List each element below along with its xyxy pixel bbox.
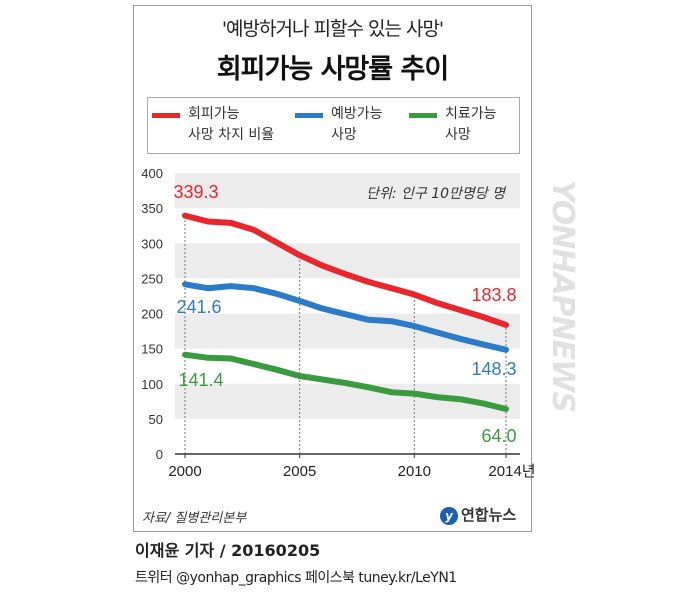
yonhap-logo: y 연합뉴스: [440, 504, 516, 525]
legend-swatch-green: [409, 113, 437, 118]
data-label-start: 141.4: [178, 370, 223, 390]
legend-label: 사망: [445, 127, 471, 143]
watermark: YONHAPNEWS: [545, 180, 580, 412]
x-tick-label: 2005: [283, 463, 316, 480]
y-tick-label: 350: [141, 201, 163, 216]
chart-frame: [133, 5, 532, 532]
x-tick-label: 2000: [168, 463, 201, 480]
y-tick-label: 0: [156, 447, 163, 462]
y-tick-label: 300: [141, 236, 163, 251]
y-tick-label: 250: [141, 271, 163, 286]
legend-label: 사망 차지 비율: [188, 127, 275, 143]
y-tick-label: 150: [141, 342, 163, 357]
data-label-end: 64.0: [481, 426, 516, 446]
x-tick-label: 2014년: [488, 463, 535, 480]
x-tick-label: 2010: [398, 463, 431, 480]
legend-label: 사망: [331, 127, 357, 143]
data-label-end: 183.8: [471, 285, 516, 305]
logo-text: 연합뉴스: [461, 506, 517, 524]
social-links: 트위터 @yonhap_graphics 페이스북 tuney.kr/LeYN1: [135, 570, 457, 586]
data-label-start: 241.6: [176, 297, 221, 317]
y-tick-label: 400: [141, 166, 163, 181]
chart-title: 회피가능 사망률 추이: [216, 54, 449, 85]
y-tick-label: 50: [149, 412, 163, 427]
data-label-end: 148.3: [471, 359, 516, 379]
legend-swatch-red: [152, 113, 180, 118]
chart-subtitle: '예방하거나 피할수 있는 사망': [221, 18, 444, 40]
data-label-start: 339.3: [173, 182, 218, 202]
legend-label: 예방가능: [331, 106, 383, 122]
grid-band: [175, 313, 520, 349]
source-note: 자료/ 질병관리본부: [142, 511, 247, 526]
byline: 이재윤 기자 / 20160205: [135, 541, 321, 560]
logo-icon: y: [440, 507, 458, 525]
legend-label: 치료가능: [445, 106, 497, 122]
unit-note: 단위: 인구 10만명당 명: [366, 186, 507, 202]
legend-swatch-blue: [295, 113, 323, 118]
grid-band: [175, 173, 520, 209]
legend-label: 회피가능: [188, 106, 240, 122]
y-tick-label: 100: [141, 377, 163, 392]
y-tick-label: 200: [141, 307, 163, 322]
